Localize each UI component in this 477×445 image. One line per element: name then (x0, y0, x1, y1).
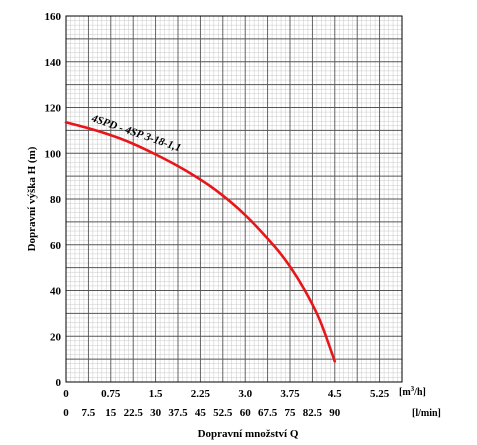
y-tick-label: 0 (56, 377, 62, 389)
x-tick-label-lmin: 0 (63, 407, 69, 419)
x-tick-label-lmin: 82.5 (303, 407, 323, 419)
x-unit-lmin: [l/min] (412, 408, 441, 419)
x-tick-label-m3h: 5.25 (370, 388, 390, 400)
x-tick-label-lmin: 75 (285, 407, 297, 419)
y-axis-title: Dopravní výška H (m) (26, 146, 38, 251)
x-tick-label-lmin: 52.5 (213, 407, 233, 419)
y-tick-label: 160 (45, 11, 62, 23)
x-tick-label-lmin: 45 (195, 407, 207, 419)
x-tick-label-m3h: 0.75 (101, 388, 121, 400)
plot-frame (65, 15, 403, 383)
x-tick-labels-lmin: 0 7.5 15 22.5 30 37.5 45 52.5 60 67.5 75 82.5 90 (63, 407, 341, 419)
x-tick-label-m3h: 4.5 (328, 388, 342, 400)
y-tick-label: 120 (45, 103, 62, 115)
x-tick-label-m3h: 3.75 (280, 388, 300, 400)
x-tick-label-lmin: 7.5 (82, 407, 96, 419)
x-tick-label-m3h: 2.25 (191, 388, 211, 400)
x-tick-label-lmin: 90 (329, 407, 341, 419)
x-tick-label-lmin: 67.5 (258, 407, 278, 419)
x-axis-title: Dopravní množství Q (198, 428, 299, 440)
x-tick-label-lmin: 37.5 (168, 407, 188, 419)
x-tick-label-m3h: 3.0 (238, 388, 252, 400)
x-tick-label-m3h: 1.5 (149, 388, 163, 400)
x-tick-label-lmin: 60 (240, 407, 252, 419)
y-tick-label: 80 (50, 194, 62, 206)
y-tick-label: 60 (50, 240, 62, 252)
series-line-4spd (64, 121, 337, 363)
x-tick-label-m3h: 0 (63, 388, 69, 400)
y-tick-label: 20 (50, 331, 62, 343)
x-unit-m3h: [m3/h] (399, 385, 426, 398)
y-tick-label: 140 (45, 57, 62, 69)
y-tick-labels: 0 20 40 60 80 100 120 140 160 (45, 11, 62, 389)
x-tick-label-lmin: 15 (105, 407, 117, 419)
y-tick-label: 40 (50, 286, 62, 298)
x-tick-labels-m3h: 0 0.75 1.5 2.25 3.0 3.75 4.5 5.25 (63, 388, 389, 400)
x-tick-label-lmin: 22.5 (124, 407, 144, 419)
y-tick-label: 100 (45, 148, 62, 160)
x-tick-label-lmin: 30 (150, 407, 162, 419)
